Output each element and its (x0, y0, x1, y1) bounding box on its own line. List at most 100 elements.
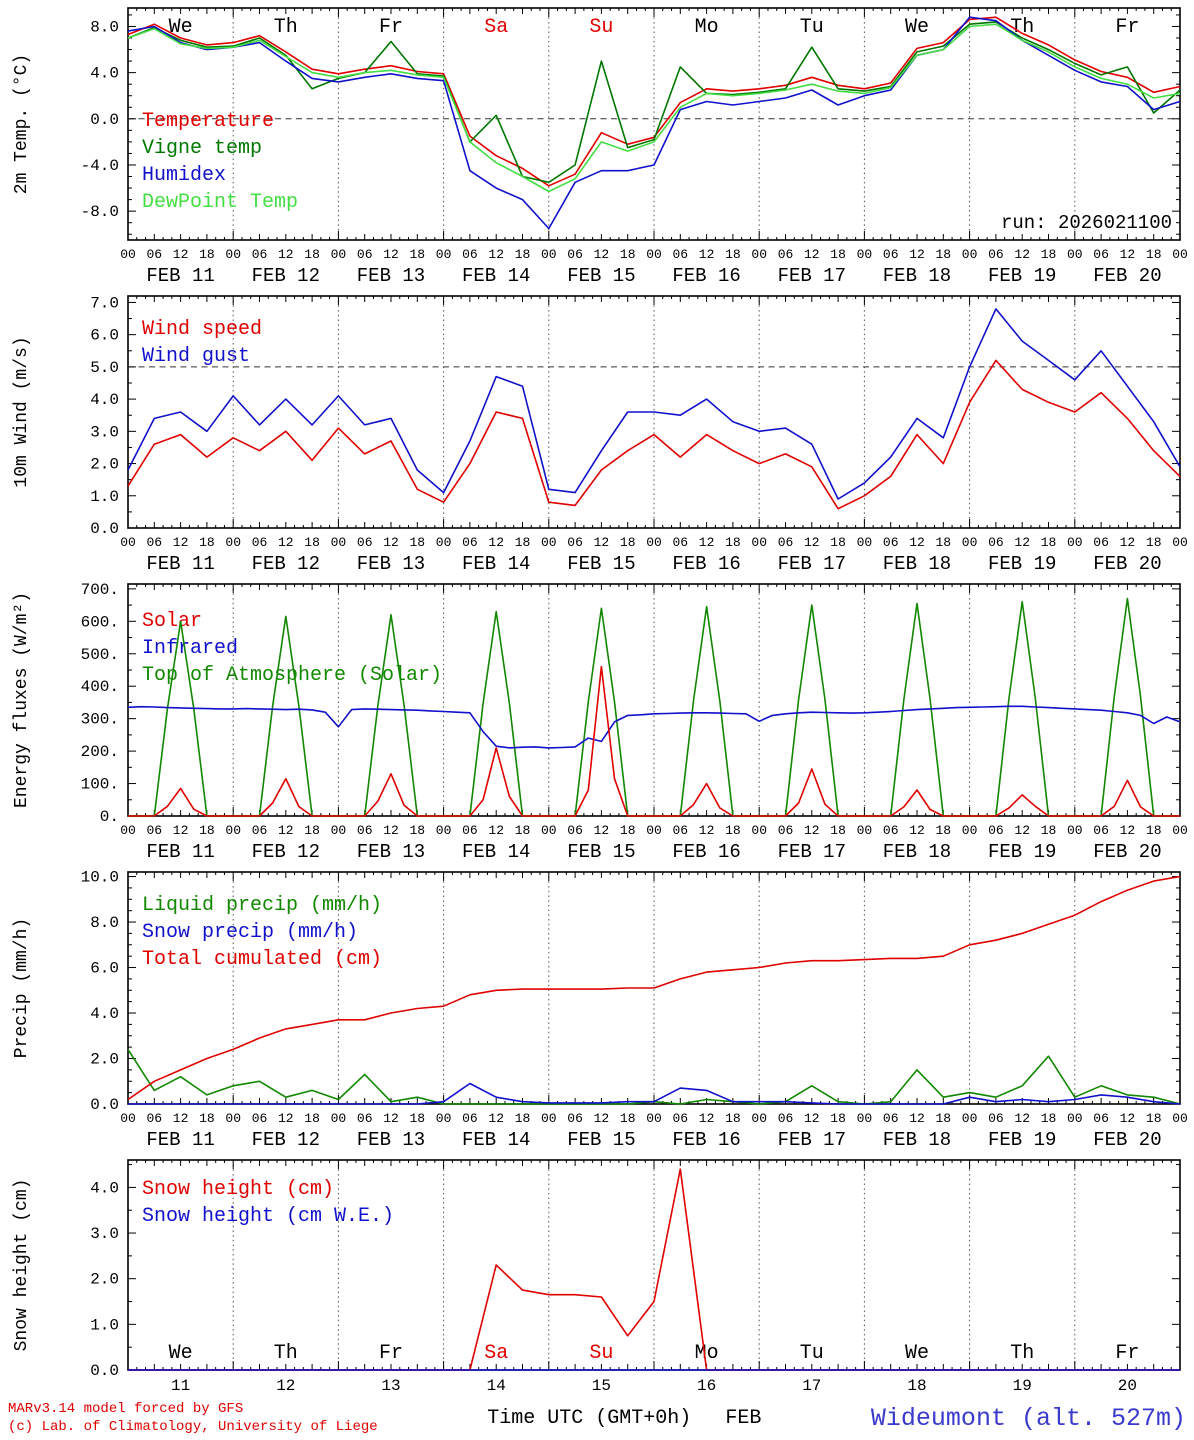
svg-text:00: 00 (1067, 823, 1083, 838)
svg-text:FEB 15: FEB 15 (567, 265, 635, 287)
svg-text:FEB 16: FEB 16 (672, 1129, 740, 1151)
svg-text:00: 00 (541, 247, 557, 262)
svg-text:00: 00 (331, 1111, 347, 1126)
svg-text:FEB 19: FEB 19 (988, 841, 1056, 863)
svg-text:14: 14 (487, 1377, 506, 1395)
svg-text:Wind speed: Wind speed (142, 318, 262, 341)
svg-text:13: 13 (381, 1377, 400, 1395)
svg-text:12: 12 (173, 823, 189, 838)
svg-text:12: 12 (278, 535, 294, 550)
wind-panel: 7.0 6.0 5.0 4.0 3.0 2.0 1.0 0.0 10m Wind (m/s) 00… (12, 294, 1188, 575)
svg-text:12: 12 (1120, 535, 1136, 550)
svg-text:06: 06 (672, 247, 688, 262)
svg-text:12: 12 (594, 535, 610, 550)
svg-text:06: 06 (462, 247, 478, 262)
svg-text:Fr: Fr (379, 16, 403, 39)
svg-text:Snow height (cm): Snow height (cm) (142, 1178, 334, 1201)
svg-text:Th: Th (1010, 1342, 1034, 1365)
svg-text:FEB 12: FEB 12 (252, 265, 320, 287)
svg-text:18: 18 (1041, 823, 1057, 838)
svg-text:18: 18 (1146, 823, 1162, 838)
svg-text:00: 00 (751, 247, 767, 262)
svg-text:12: 12 (278, 823, 294, 838)
svg-text:FEB 19: FEB 19 (988, 553, 1056, 575)
svg-text:06: 06 (672, 1111, 688, 1126)
svg-text:00: 00 (120, 823, 136, 838)
svg-text:Su: Su (589, 16, 613, 39)
svg-text:FEB 14: FEB 14 (462, 265, 530, 287)
svg-text:5.0: 5.0 (90, 359, 119, 377)
svg-text:18: 18 (304, 535, 320, 550)
svg-text:06: 06 (672, 535, 688, 550)
svg-text:18: 18 (907, 1377, 926, 1395)
credit-line-2: (c) Lab. of Climatology, University of L… (8, 1419, 378, 1435)
svg-text:10m Wind (m/s): 10m Wind (m/s) (12, 336, 32, 487)
svg-text:06: 06 (252, 535, 268, 550)
svg-text:18: 18 (304, 1111, 320, 1126)
energy-flux-panel: 700. 600. 500. 400. 300. 200. 100. 0. Energy flu… (12, 581, 1188, 863)
svg-text:We: We (905, 16, 929, 39)
svg-text:18: 18 (725, 247, 741, 262)
svg-text:12: 12 (804, 1111, 820, 1126)
svg-text:FEB 18: FEB 18 (883, 553, 951, 575)
svg-text:00: 00 (225, 1111, 241, 1126)
svg-text:12: 12 (699, 247, 715, 262)
svg-text:12: 12 (594, 1111, 610, 1126)
svg-text:400.: 400. (81, 678, 119, 696)
svg-text:06: 06 (146, 535, 162, 550)
svg-text:06: 06 (988, 1111, 1004, 1126)
svg-text:FEB 11: FEB 11 (146, 1129, 214, 1151)
svg-text:18: 18 (199, 535, 215, 550)
svg-text:12: 12 (1014, 247, 1030, 262)
svg-text:Solar: Solar (142, 610, 202, 633)
svg-text:17: 17 (802, 1377, 821, 1395)
svg-text:Fr: Fr (1115, 1342, 1139, 1365)
svg-text:-4.0: -4.0 (81, 157, 119, 175)
svg-text:FEB 20: FEB 20 (1093, 1129, 1161, 1151)
svg-text:12: 12 (488, 535, 504, 550)
svg-text:06: 06 (988, 247, 1004, 262)
svg-text:Sa: Sa (484, 16, 508, 39)
svg-text:18: 18 (409, 823, 425, 838)
svg-text:00: 00 (751, 535, 767, 550)
svg-text:2.0: 2.0 (90, 456, 119, 474)
time-axis-text: Time UTC (GMT+0h) (487, 1406, 692, 1430)
svg-text:06: 06 (778, 1111, 794, 1126)
svg-text:18: 18 (725, 1111, 741, 1126)
svg-text:FEB 20: FEB 20 (1093, 841, 1161, 863)
svg-text:06: 06 (778, 247, 794, 262)
month-label: FEB (725, 1406, 762, 1430)
temperature-panel: 8.0 4.0 0.0 -4.0 -8.0 2m Temp. (°C) 00 06 12 18 00… (12, 7, 1188, 287)
svg-text:Snow height (cm W.E.): Snow height (cm W.E.) (142, 1205, 394, 1228)
svg-text:FEB 12: FEB 12 (252, 553, 320, 575)
svg-text:00: 00 (1172, 1111, 1188, 1126)
svg-text:06: 06 (357, 1111, 373, 1126)
svg-text:00: 00 (646, 535, 662, 550)
svg-text:00: 00 (751, 1111, 767, 1126)
svg-text:06: 06 (672, 823, 688, 838)
svg-text:18: 18 (515, 823, 531, 838)
svg-text:00: 00 (436, 1111, 452, 1126)
svg-text:0.0: 0.0 (90, 520, 119, 538)
svg-text:2.0: 2.0 (90, 1271, 119, 1289)
station-label: Wideumont (alt. 527m) (870, 1403, 1186, 1433)
svg-text:00: 00 (646, 823, 662, 838)
svg-text:run: 2026021100: run: 2026021100 (1001, 212, 1172, 234)
svg-text:12: 12 (383, 535, 399, 550)
svg-text:18: 18 (515, 1111, 531, 1126)
svg-text:1.0: 1.0 (90, 1316, 119, 1334)
svg-text:00: 00 (225, 535, 241, 550)
svg-text:18: 18 (515, 535, 531, 550)
svg-text:12: 12 (173, 535, 189, 550)
svg-text:Snow precip (mm/h): Snow precip (mm/h) (142, 921, 358, 944)
svg-text:18: 18 (515, 247, 531, 262)
svg-text:Infrared: Infrared (142, 637, 238, 660)
svg-text:00: 00 (225, 823, 241, 838)
svg-text:18: 18 (935, 535, 951, 550)
svg-text:18: 18 (409, 247, 425, 262)
svg-text:3.0: 3.0 (90, 1225, 119, 1243)
svg-text:2m Temp. (°C): 2m Temp. (°C) (12, 54, 32, 194)
svg-text:12: 12 (804, 247, 820, 262)
svg-text:18: 18 (304, 247, 320, 262)
